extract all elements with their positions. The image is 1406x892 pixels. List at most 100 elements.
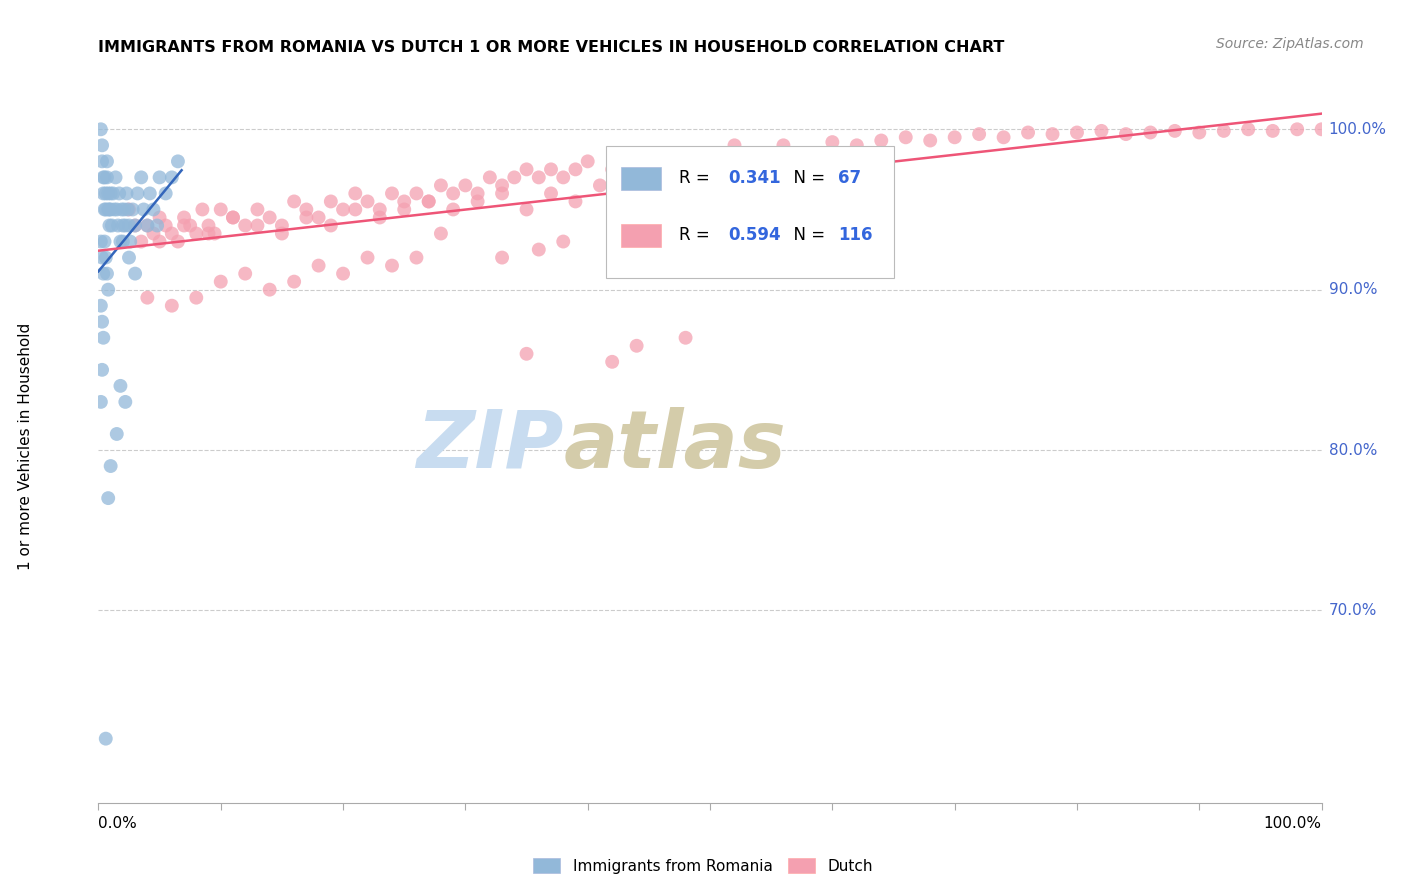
- Point: [894, 130, 917, 145]
- Point: [173, 219, 195, 233]
- Point: [197, 227, 219, 241]
- Point: [149, 235, 172, 249]
- Point: [98, 202, 121, 217]
- Point: [626, 154, 648, 169]
- Point: [600, 355, 623, 369]
- Point: [117, 202, 139, 217]
- Text: 70.0%: 70.0%: [1329, 603, 1376, 618]
- Point: [1139, 126, 1161, 140]
- Point: [111, 219, 134, 233]
- Point: [418, 194, 440, 209]
- Point: [454, 178, 477, 193]
- Point: [91, 138, 114, 153]
- Point: [319, 219, 342, 233]
- Point: [270, 227, 294, 241]
- Point: [91, 331, 114, 345]
- Point: [167, 235, 190, 249]
- Text: 116: 116: [838, 227, 873, 244]
- Text: 80.0%: 80.0%: [1329, 442, 1376, 458]
- Text: Source: ZipAtlas.com: Source: ZipAtlas.com: [1216, 37, 1364, 52]
- Point: [1066, 126, 1088, 140]
- Point: [197, 219, 219, 233]
- Point: [91, 186, 114, 201]
- Point: [90, 299, 112, 313]
- Legend: Immigrants from Romania, Dutch: Immigrants from Romania, Dutch: [527, 852, 879, 880]
- Text: N =: N =: [783, 227, 831, 244]
- Point: [1237, 122, 1260, 136]
- Point: [246, 202, 269, 217]
- Point: [132, 202, 155, 217]
- Point: [129, 235, 152, 249]
- Point: [381, 186, 404, 201]
- Point: [110, 235, 132, 249]
- Point: [90, 122, 112, 136]
- Point: [405, 186, 427, 201]
- Point: [308, 211, 330, 225]
- Point: [993, 130, 1015, 145]
- Point: [246, 219, 269, 233]
- Point: [97, 202, 120, 217]
- Point: [515, 202, 537, 217]
- Point: [93, 202, 115, 217]
- Point: [1017, 126, 1039, 140]
- Point: [139, 186, 162, 201]
- Point: [96, 154, 118, 169]
- Point: [118, 251, 141, 265]
- Point: [368, 202, 391, 217]
- Point: [93, 235, 115, 249]
- Text: atlas: atlas: [564, 407, 786, 485]
- Point: [97, 283, 120, 297]
- Point: [332, 202, 354, 217]
- Text: 0.594: 0.594: [728, 227, 780, 244]
- Point: [167, 154, 190, 169]
- Point: [222, 211, 245, 225]
- Point: [368, 211, 391, 225]
- Point: [136, 219, 159, 233]
- Point: [540, 162, 562, 177]
- Point: [527, 170, 550, 185]
- Point: [491, 178, 513, 193]
- Point: [259, 211, 281, 225]
- Point: [626, 339, 648, 353]
- Point: [381, 259, 404, 273]
- FancyBboxPatch shape: [620, 224, 661, 247]
- Point: [121, 202, 143, 217]
- Point: [209, 275, 232, 289]
- Point: [90, 235, 112, 249]
- Text: IMMIGRANTS FROM ROMANIA VS DUTCH 1 OR MORE VEHICLES IN HOUSEHOLD CORRELATION CHA: IMMIGRANTS FROM ROMANIA VS DUTCH 1 OR MO…: [98, 40, 1005, 55]
- Point: [160, 170, 183, 185]
- Point: [748, 146, 770, 161]
- Point: [222, 211, 245, 225]
- Point: [94, 251, 117, 265]
- Point: [91, 251, 114, 265]
- Point: [91, 363, 114, 377]
- Text: R =: R =: [679, 227, 716, 244]
- Text: 67: 67: [838, 169, 862, 187]
- Point: [93, 170, 115, 185]
- Point: [120, 235, 142, 249]
- Point: [114, 219, 136, 233]
- Point: [90, 395, 112, 409]
- Point: [100, 458, 122, 473]
- Point: [319, 194, 342, 209]
- Point: [149, 211, 172, 225]
- Point: [136, 291, 159, 305]
- Point: [173, 211, 195, 225]
- Point: [1310, 122, 1333, 136]
- Point: [124, 219, 146, 233]
- Point: [332, 267, 354, 281]
- Point: [503, 170, 526, 185]
- Point: [441, 186, 464, 201]
- Point: [104, 170, 127, 185]
- Point: [127, 186, 149, 201]
- Point: [797, 146, 820, 161]
- Point: [430, 227, 453, 241]
- Text: 1 or more Vehicles in Household: 1 or more Vehicles in Household: [18, 322, 32, 570]
- Point: [136, 219, 159, 233]
- Point: [115, 186, 138, 201]
- Point: [100, 202, 122, 217]
- Point: [772, 138, 794, 153]
- Point: [478, 170, 501, 185]
- Point: [91, 170, 114, 185]
- Point: [1261, 124, 1284, 138]
